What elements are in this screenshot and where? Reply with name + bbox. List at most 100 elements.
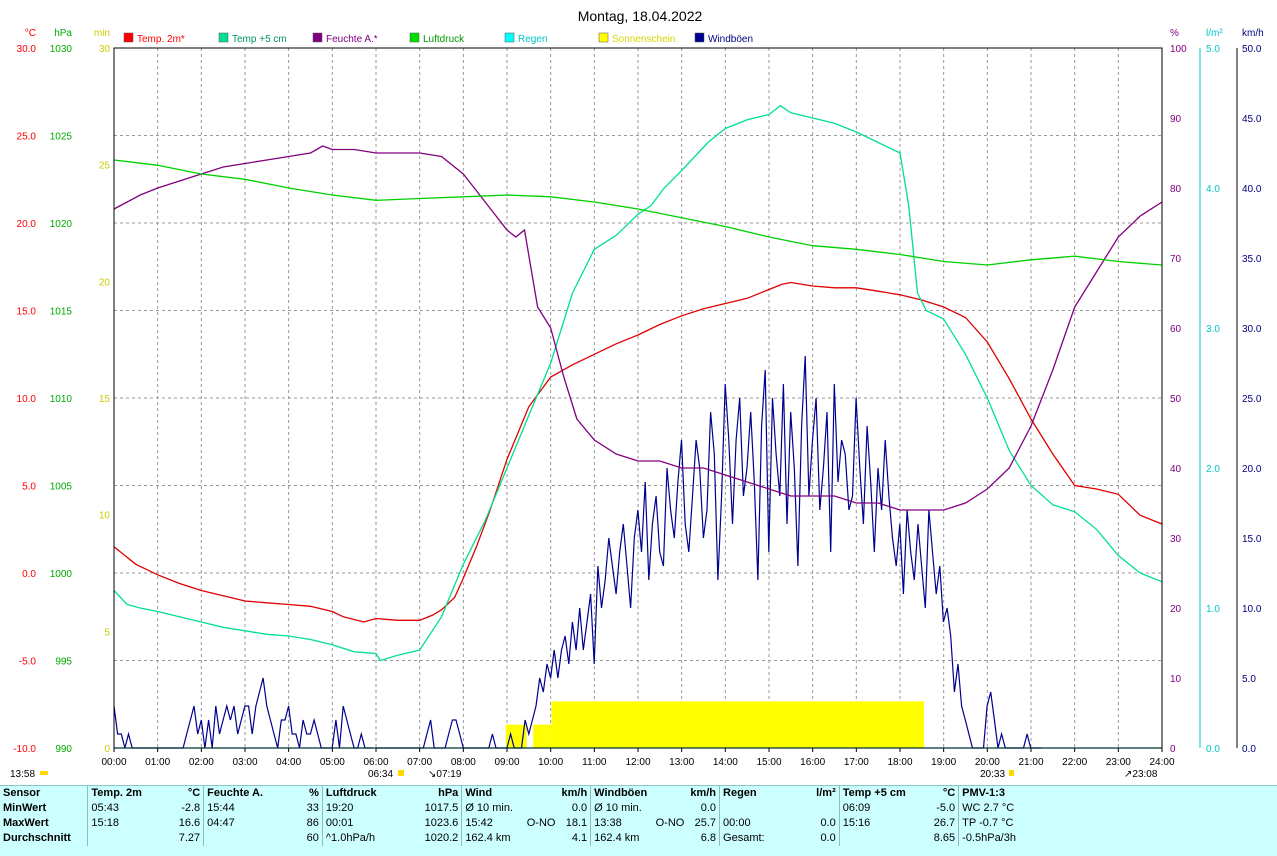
stats-cell-value: -2.8 — [181, 802, 201, 814]
sunshine-tick-label: 25 — [99, 161, 111, 172]
stats-cell-time: 04:47 — [203, 816, 250, 831]
stats-header-unit: km/h — [561, 787, 588, 799]
legend-label: Temp. 2m* — [137, 34, 185, 45]
stats-cell-value: 1017.5 — [424, 802, 459, 814]
wind-tick-label: 10.0 — [1242, 604, 1262, 615]
sunshine-tick-label: 10 — [99, 511, 111, 522]
humidity-tick-label: 90 — [1170, 114, 1182, 125]
stats-cell-value: 26.7 — [933, 817, 956, 829]
stats-cell-dir — [524, 801, 559, 816]
sunshine-bar — [551, 701, 925, 748]
pressure-tick-label: 1030 — [50, 44, 73, 55]
sunshine-axis-unit: min — [94, 28, 110, 39]
rain-tick-label: 2.0 — [1206, 464, 1220, 475]
stats-cell-dir — [653, 801, 688, 816]
stats-header-label: Luftdruck — [321, 786, 412, 801]
stats-cell-dir — [789, 831, 799, 846]
x-tick-label: 21:00 — [1018, 757, 1043, 768]
stats-cell-dir — [789, 801, 799, 816]
sunshine-tick-label: 5 — [104, 627, 110, 638]
stats-cell-value: 1023.6 — [424, 817, 459, 829]
sunshine-bars — [505, 701, 925, 748]
x-tick-label: 20:00 — [975, 757, 1000, 768]
temp-tick-label: 10.0 — [17, 394, 37, 405]
x-tick-label: 19:00 — [931, 757, 956, 768]
pressure-tick-label: 1025 — [50, 132, 73, 143]
legend-item: Windböen — [694, 32, 753, 45]
table-row: MaxWert 15:18 16.6 04:47 86 00:01 1023.6 15:42 O… — [0, 816, 1277, 831]
sunshine-bar — [533, 724, 547, 748]
stats-cell-value: 0.0 — [571, 802, 588, 814]
humidity-tick-label: 60 — [1170, 324, 1182, 335]
pressure-tick-label: 1015 — [50, 307, 73, 318]
stats-header-unit: hPa — [438, 787, 459, 799]
series-line-temp-2m- — [113, 281, 1163, 623]
stats-cell-time: 00:00 — [719, 816, 790, 831]
stats-cell-dir — [130, 801, 164, 816]
stats-header-sensor: Sensor — [3, 787, 41, 799]
humidity-tick-label: 30 — [1170, 534, 1182, 545]
humidity-tick-label: 100 — [1170, 44, 1187, 55]
stats-header-unit: % — [309, 787, 319, 799]
legend-item: Luftdruck — [409, 32, 465, 45]
table-row: Durchschnitt 7.27 60 ^1.0hPa/h 1020.2 162.4 k… — [0, 831, 1277, 846]
stats-row-label: MinWert — [3, 802, 47, 814]
legend-swatch — [694, 32, 705, 43]
stats-cell-text: -0.5hPa/3h — [958, 831, 1277, 846]
x-tick-label: 05:00 — [320, 757, 345, 768]
stats-header-row: Sensor Temp. 2m °C Feuchte A.% Luftdruck hPa W… — [0, 786, 1277, 801]
stats-cell-dir — [378, 816, 412, 831]
stats-cell-time: Ø 10 min. — [461, 801, 524, 816]
stats-cell-time: 06:09 — [838, 801, 903, 816]
x-tick-label: 15:00 — [756, 757, 781, 768]
chart-title: Montag, 18.04.2022 — [578, 8, 703, 24]
legend-label: Feuchte A.* — [326, 34, 378, 45]
wind-tick-label: 5.0 — [1242, 674, 1256, 685]
pressure-tick-label: 995 — [55, 657, 72, 668]
stats-cell-time: 13:38 — [590, 816, 653, 831]
night-left-label: 13:58 — [10, 769, 35, 780]
rain-tick-label: 0.0 — [1206, 744, 1220, 755]
stats-cell-time — [203, 831, 250, 846]
rain-tick-label: 3.0 — [1206, 324, 1220, 335]
x-tick-label: 13:00 — [669, 757, 694, 768]
wind-tick-label: 40.0 — [1242, 184, 1262, 195]
stats-header-label: Regen — [719, 786, 800, 801]
sunset-label: 20:33 — [980, 769, 1005, 780]
x-tick-label: 16:00 — [800, 757, 825, 768]
x-tick-label: 02:00 — [189, 757, 214, 768]
wind-tick-label: 30.0 — [1242, 324, 1262, 335]
legend-swatch — [123, 32, 134, 43]
grid — [114, 48, 1162, 748]
stats-cell-dir: O-NO — [526, 817, 556, 829]
rain-tick-label: 4.0 — [1206, 184, 1220, 195]
x-tick-label: 00:00 — [101, 757, 126, 768]
stats-cell-dir — [378, 831, 412, 846]
temp-tick-label: -5.0 — [19, 657, 37, 668]
wind-axis: km/h 50.0 45.0 40.0 35.0 30.0 25.0 20.0 15.0 10.0… — [1242, 28, 1264, 755]
wind-tick-label: 25.0 — [1242, 394, 1262, 405]
wind-tick-label: 15.0 — [1242, 534, 1262, 545]
x-tick-label: 04:00 — [276, 757, 301, 768]
sun-icon — [398, 770, 404, 776]
legend-swatch — [409, 32, 420, 43]
legend-label: Windböen — [708, 34, 753, 45]
temp-axis-unit: °C — [25, 28, 36, 39]
legend-item: Feuchte A.* — [312, 32, 378, 45]
temp-tick-label: 25.0 — [17, 132, 37, 143]
stats-header-label: PMV-1:3 — [958, 786, 1277, 801]
sunshine-bar — [546, 724, 552, 748]
x-tick-label: 18:00 — [887, 757, 912, 768]
stats-cell-value: 6.8 — [700, 832, 717, 844]
pressure-tick-label: 1005 — [50, 482, 73, 493]
series-line-temp-5-cm — [113, 104, 1163, 662]
legend-label: Regen — [518, 34, 547, 45]
legend-item: Regen — [504, 32, 547, 45]
stats-header-label: Wind — [461, 786, 559, 801]
stats-cell-time: 15:42 — [461, 816, 524, 831]
stats-header-unit: °C — [187, 787, 201, 799]
stats-cell-dir — [130, 816, 164, 831]
stats-cell-value: 7.27 — [178, 832, 201, 844]
temp-tick-label: 5.0 — [22, 482, 36, 493]
